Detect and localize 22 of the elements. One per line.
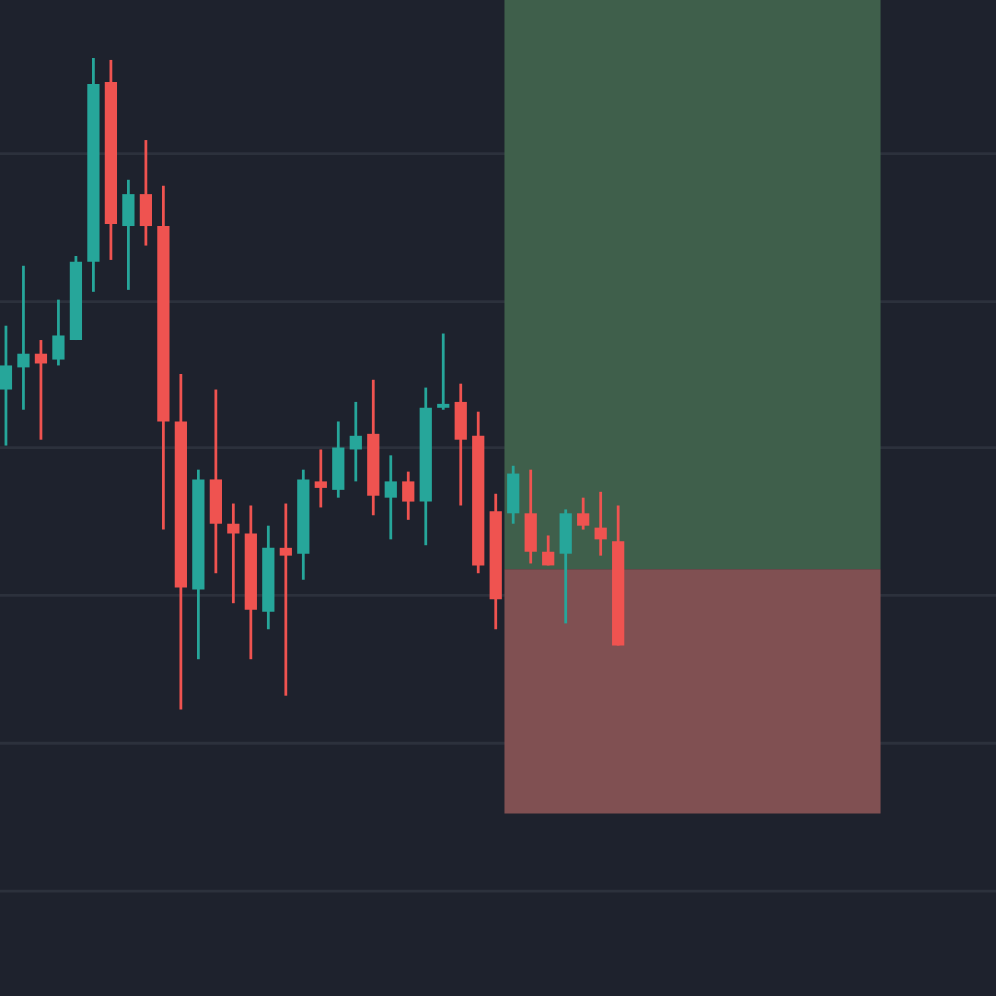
- candlestick: [542, 534, 555, 567]
- candlestick: [437, 332, 450, 412]
- candlestick: [577, 496, 590, 531]
- candlestick: [139, 138, 153, 247]
- candlestick: [34, 338, 48, 442]
- candlestick: [314, 448, 327, 509]
- candlestick: [17, 264, 30, 412]
- candlestick: [332, 420, 345, 500]
- candlestick: [52, 298, 65, 367]
- candlestick: [0, 324, 13, 447]
- candlestick: [559, 508, 572, 625]
- candlestick: [454, 382, 467, 507]
- candlestick: [384, 453, 397, 541]
- candlestick: [402, 470, 415, 522]
- candlestick: [524, 468, 537, 565]
- candlestick: [279, 502, 292, 698]
- candlestick: [594, 490, 607, 558]
- candlestick: [507, 464, 520, 526]
- candlestick: [227, 502, 240, 605]
- candlestick: [349, 400, 362, 483]
- candlestick: [122, 178, 135, 292]
- candlestick: [209, 388, 222, 575]
